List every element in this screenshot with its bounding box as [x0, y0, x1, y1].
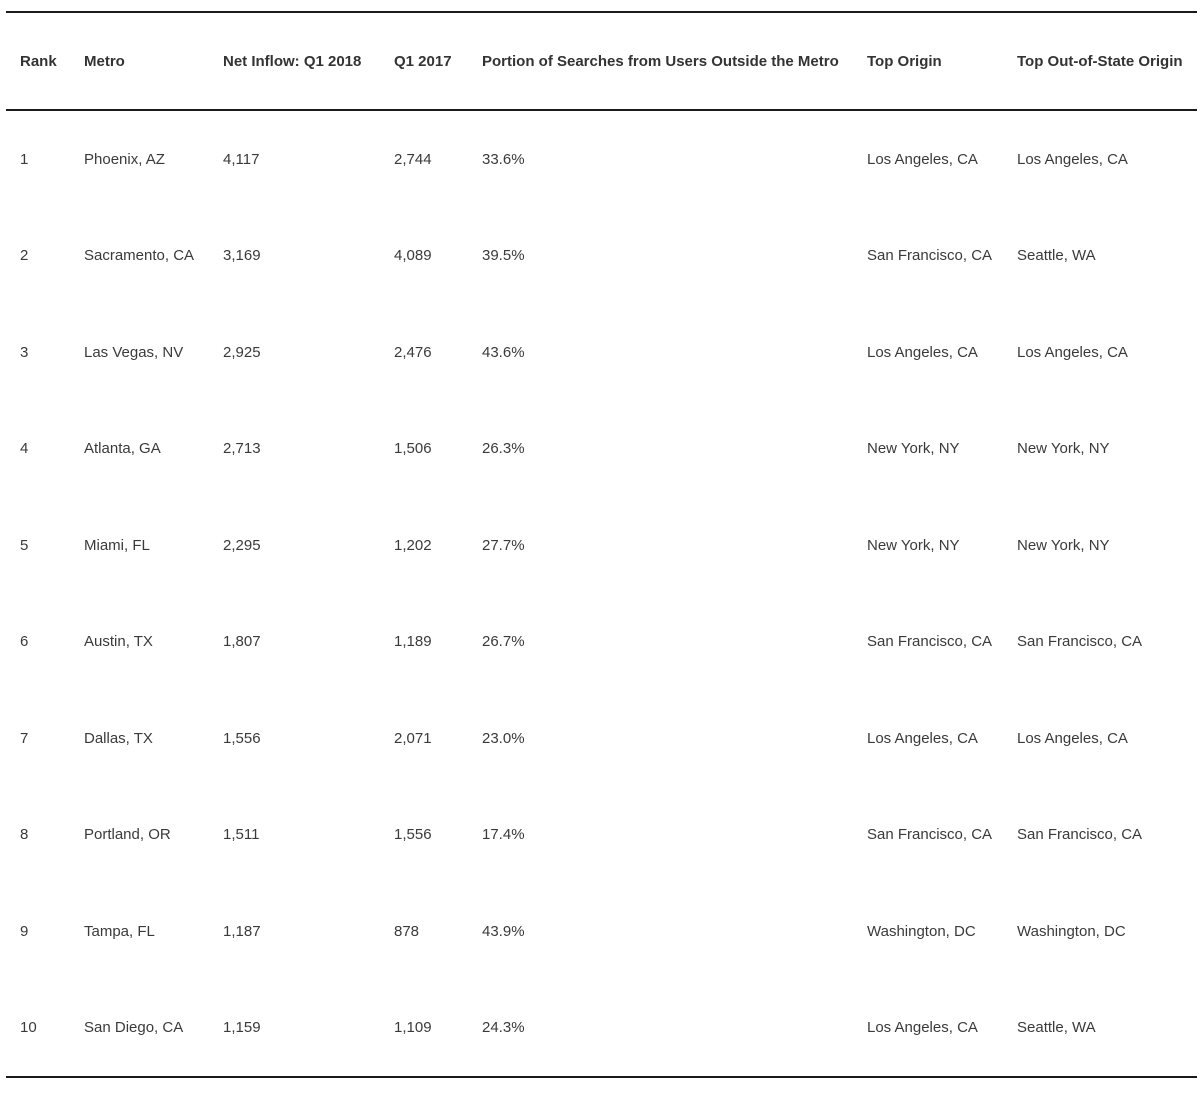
cell-top-origin: Los Angeles, CA	[867, 729, 978, 747]
cell-top-origin: San Francisco, CA	[867, 247, 993, 265]
cell-portion-outside: 24.3%	[482, 1019, 525, 1037]
cell-top-out-of-state-origin: San Francisco, CA	[1017, 826, 1143, 844]
header-rank: Rank	[6, 12, 70, 111]
header-metro: Metro	[70, 12, 209, 111]
table-row: 7 Dallas, TX 1,556 2,071 23.0% Los Angeles, C…	[6, 690, 1197, 787]
cell-rank: 5	[20, 536, 29, 554]
header-portion-outside: Portion of Searches from Users Outside t…	[468, 12, 853, 111]
cell-metro: Sacramento, CA	[84, 247, 195, 265]
cell-portion-outside: 39.5%	[482, 247, 525, 265]
cell-top-out-of-state-origin: Seattle, WA	[1017, 1019, 1096, 1037]
cell-net-inflow-q1-2018: 1,807	[223, 633, 261, 651]
cell-metro: Phoenix, AZ	[84, 150, 165, 168]
cell-portion-outside: 43.6%	[482, 343, 525, 361]
table-row: 5 Miami, FL 2,295 1,202 27.7% New York, NY New…	[6, 497, 1197, 594]
cell-rank: 4	[20, 440, 29, 458]
cell-top-origin: New York, NY	[867, 440, 960, 458]
table-row: 6 Austin, TX 1,807 1,189 26.7% San Francisco,…	[6, 594, 1197, 691]
cell-portion-outside: 43.9%	[482, 922, 525, 940]
header-top-out-of-state-origin: Top Out-of-State Origin	[1003, 12, 1197, 111]
cell-rank: 7	[20, 729, 29, 747]
header-q1-2017: Q1 2017	[380, 12, 468, 111]
cell-q1-2017: 1,202	[394, 536, 432, 554]
cell-top-origin: Los Angeles, CA	[867, 150, 978, 168]
cell-portion-outside: 23.0%	[482, 729, 525, 747]
table-row: 2 Sacramento, CA 3,169 4,089 39.5% San Franci…	[6, 208, 1197, 305]
cell-q1-2017: 1,556	[394, 826, 432, 844]
cell-net-inflow-q1-2018: 2,713	[223, 440, 261, 458]
cell-portion-outside: 26.3%	[482, 440, 525, 458]
header-net-inflow-q1-2018: Net Inflow: Q1 2018	[209, 12, 380, 111]
cell-top-out-of-state-origin: New York, NY	[1017, 536, 1110, 554]
cell-metro: Miami, FL	[84, 536, 150, 554]
cell-net-inflow-q1-2018: 1,187	[223, 922, 261, 940]
cell-top-origin: Washington, DC	[867, 922, 976, 940]
cell-metro: Austin, TX	[84, 633, 153, 651]
cell-metro: Atlanta, GA	[84, 440, 161, 458]
cell-rank: 6	[20, 633, 29, 651]
cell-q1-2017: 878	[394, 922, 420, 940]
table-header: Rank Metro Net Inflow: Q1 2018 Q1 2017 P…	[6, 12, 1197, 111]
cell-rank: 3	[20, 343, 29, 361]
cell-net-inflow-q1-2018: 3,169	[223, 247, 261, 265]
cell-rank: 8	[20, 826, 29, 844]
cell-q1-2017: 2,744	[394, 150, 432, 168]
cell-net-inflow-q1-2018: 2,295	[223, 536, 261, 554]
data-table-container: Rank Metro Net Inflow: Q1 2018 Q1 2017 P…	[6, 11, 1197, 1078]
cell-rank: 2	[20, 247, 29, 265]
cell-top-out-of-state-origin: Los Angeles, CA	[1017, 729, 1128, 747]
cell-metro: San Diego, CA	[84, 1019, 184, 1037]
cell-top-origin: San Francisco, CA	[867, 633, 993, 651]
cell-rank: 1	[20, 150, 29, 168]
cell-metro: Las Vegas, NV	[84, 343, 184, 361]
cell-metro: Portland, OR	[84, 826, 171, 844]
cell-portion-outside: 27.7%	[482, 536, 525, 554]
cell-metro: Dallas, TX	[84, 729, 153, 747]
cell-net-inflow-q1-2018: 1,159	[223, 1019, 261, 1037]
cell-top-origin: New York, NY	[867, 536, 960, 554]
cell-top-out-of-state-origin: Seattle, WA	[1017, 247, 1096, 265]
cell-net-inflow-q1-2018: 2,925	[223, 343, 261, 361]
cell-top-out-of-state-origin: Washington, DC	[1017, 922, 1126, 940]
table-body: 1 Phoenix, AZ 4,117 2,744 33.6% Los Angeles, …	[6, 110, 1197, 1077]
cell-q1-2017: 2,071	[394, 729, 432, 747]
header-top-origin: Top Origin	[853, 12, 1003, 111]
cell-q1-2017: 1,109	[394, 1019, 432, 1037]
cell-net-inflow-q1-2018: 1,511	[223, 826, 260, 844]
cell-top-out-of-state-origin: San Francisco, CA	[1017, 633, 1143, 651]
table-row: 3 Las Vegas, NV 2,925 2,476 43.6% Los Angeles…	[6, 304, 1197, 401]
metro-inflow-table: Rank Metro Net Inflow: Q1 2018 Q1 2017 P…	[6, 11, 1197, 1078]
cell-rank: 9	[20, 922, 29, 940]
cell-top-origin: Los Angeles, CA	[867, 1019, 978, 1037]
cell-q1-2017: 4,089	[394, 247, 432, 265]
cell-rank: 10	[20, 1019, 37, 1037]
table-row: 1 Phoenix, AZ 4,117 2,744 33.6% Los Angeles, …	[6, 110, 1197, 208]
cell-q1-2017: 1,189	[394, 633, 432, 651]
cell-net-inflow-q1-2018: 1,556	[223, 729, 261, 747]
cell-metro: Tampa, FL	[84, 922, 155, 940]
cell-portion-outside: 26.7%	[482, 633, 525, 651]
cell-top-out-of-state-origin: New York, NY	[1017, 440, 1110, 458]
table-row: 10 San Diego, CA 1,159 1,109 24.3% Los Angele…	[6, 980, 1197, 1078]
table-row: 9 Tampa, FL 1,187 878 43.9% Washington, DC Was…	[6, 883, 1197, 980]
cell-portion-outside: 33.6%	[482, 150, 525, 168]
cell-top-out-of-state-origin: Los Angeles, CA	[1017, 343, 1128, 361]
cell-q1-2017: 2,476	[394, 343, 432, 361]
cell-top-origin: Los Angeles, CA	[867, 343, 978, 361]
cell-net-inflow-q1-2018: 4,117	[223, 150, 260, 168]
table-row: 4 Atlanta, GA 2,713 1,506 26.3% New York, NY N…	[6, 401, 1197, 498]
cell-portion-outside: 17.4%	[482, 826, 525, 844]
cell-q1-2017: 1,506	[394, 440, 432, 458]
header-row: Rank Metro Net Inflow: Q1 2018 Q1 2017 P…	[6, 12, 1197, 111]
cell-top-origin: San Francisco, CA	[867, 826, 993, 844]
cell-top-out-of-state-origin: Los Angeles, CA	[1017, 150, 1128, 168]
table-row: 8 Portland, OR 1,511 1,556 17.4% San Francisc…	[6, 787, 1197, 884]
